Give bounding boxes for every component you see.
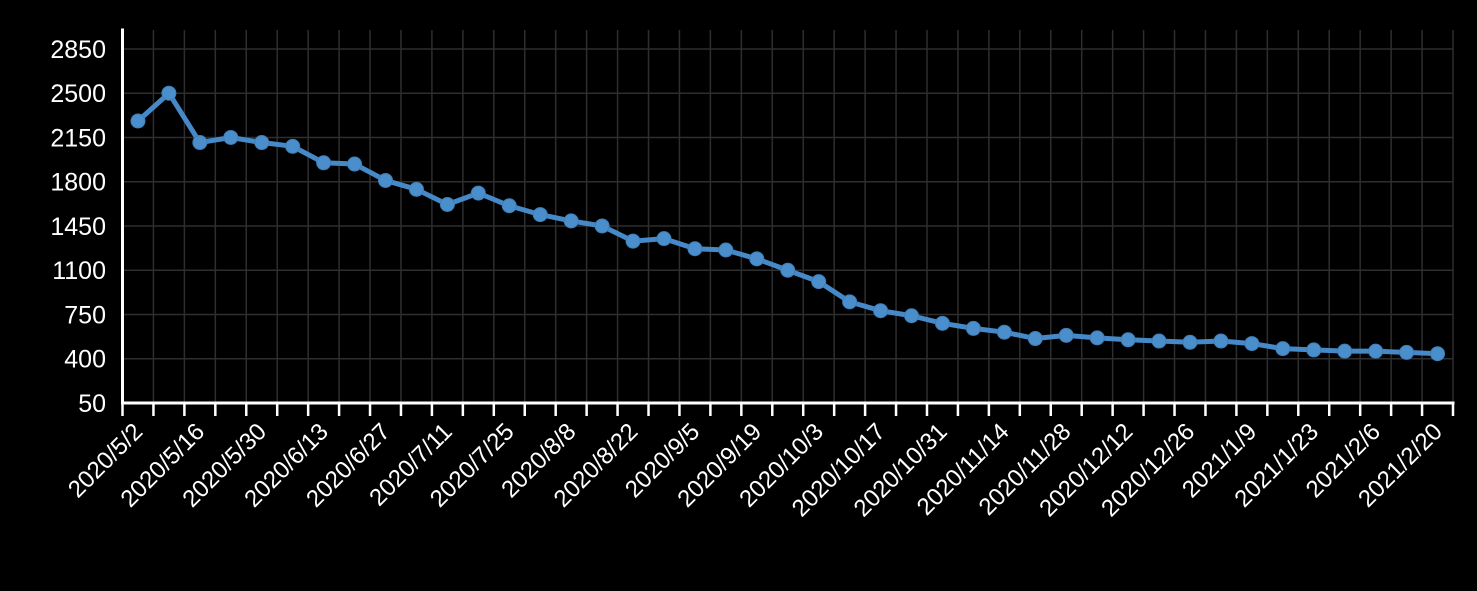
data-point xyxy=(408,181,424,197)
data-point xyxy=(1213,333,1229,349)
data-point xyxy=(1337,343,1353,359)
data-point xyxy=(161,85,177,101)
data-point xyxy=(594,218,610,234)
y-axis-label: 1800 xyxy=(50,169,106,197)
data-point xyxy=(996,324,1012,340)
data-point xyxy=(1058,327,1074,343)
data-point xyxy=(780,262,796,278)
data-point xyxy=(378,172,394,188)
data-point xyxy=(1275,341,1291,357)
data-point xyxy=(842,294,858,310)
data-point xyxy=(316,155,332,171)
data-point xyxy=(1368,343,1384,359)
y-axis-label: 2500 xyxy=(50,80,106,108)
y-axis-label: 1100 xyxy=(52,257,106,285)
data-point xyxy=(1430,346,1446,362)
y-axis-label: 1450 xyxy=(50,213,106,241)
y-axis-label: 400 xyxy=(64,346,106,374)
data-point xyxy=(285,138,301,154)
data-point xyxy=(223,129,239,145)
data-point xyxy=(811,274,827,290)
data-point xyxy=(718,242,734,258)
data-point xyxy=(1120,332,1136,348)
data-point xyxy=(439,196,455,212)
data-point xyxy=(625,233,641,249)
data-point xyxy=(254,135,270,151)
data-point xyxy=(130,113,146,129)
data-point xyxy=(532,207,548,223)
data-point xyxy=(687,241,703,257)
data-point xyxy=(1399,344,1415,360)
data-point xyxy=(1027,331,1043,347)
y-axis-label: 2150 xyxy=(50,124,106,152)
y-axis-label: 50 xyxy=(78,390,106,418)
data-point xyxy=(1151,333,1167,349)
data-point xyxy=(904,308,920,324)
data-point xyxy=(873,303,889,319)
y-axis-label: 750 xyxy=(64,301,106,329)
data-point xyxy=(1089,330,1105,346)
data-point xyxy=(1306,342,1322,358)
y-axis-label: 2850 xyxy=(50,36,106,64)
data-point xyxy=(965,320,981,336)
data-point xyxy=(656,231,672,247)
data-point xyxy=(749,251,765,267)
data-point xyxy=(1244,336,1260,352)
data-point xyxy=(563,213,579,229)
data-point xyxy=(501,198,517,214)
data-point xyxy=(934,315,950,331)
data-point xyxy=(347,156,363,172)
data-point xyxy=(470,185,486,201)
data-point xyxy=(1182,334,1198,350)
data-point xyxy=(192,135,208,151)
